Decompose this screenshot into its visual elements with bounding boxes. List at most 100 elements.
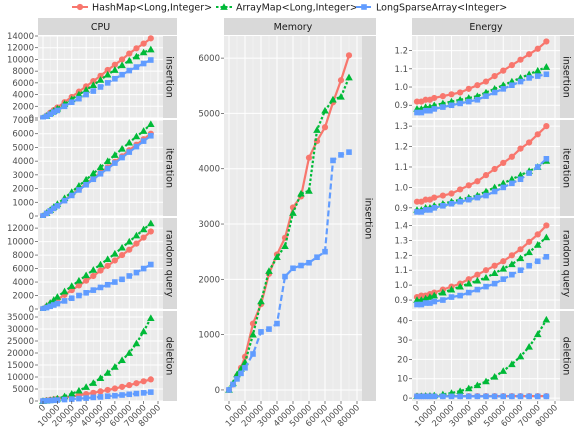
series-layer xyxy=(39,314,155,404)
y-tick-label: 14000 xyxy=(7,32,34,42)
point-sparse xyxy=(140,138,147,144)
point-hashmap xyxy=(140,40,147,47)
point-sparse xyxy=(427,300,433,306)
y-tick-label: 1.0 xyxy=(394,83,408,93)
series-layer xyxy=(39,35,155,121)
point-sparse xyxy=(83,395,89,401)
point-sparse xyxy=(322,248,328,255)
point-hashmap xyxy=(104,386,111,394)
point-hashmap xyxy=(534,45,541,52)
y-tick-label: 0.9 xyxy=(394,204,408,214)
point-arraymap xyxy=(139,327,148,335)
point-sparse xyxy=(346,149,352,155)
row-strip xyxy=(560,311,574,401)
point-arraymap xyxy=(464,279,473,287)
point-hashmap xyxy=(431,194,438,201)
point-arraymap xyxy=(118,61,126,69)
panel: 0.9 1.0 1.1 1.2 1.3 iteration xyxy=(394,120,574,216)
facet-title: CPU xyxy=(91,22,110,33)
row-label: iteration xyxy=(561,148,572,188)
y-tick-label: 2000 xyxy=(12,292,34,302)
point-sparse xyxy=(126,149,133,155)
point-hashmap xyxy=(133,45,140,52)
point-hashmap xyxy=(90,78,97,85)
point-arraymap xyxy=(132,231,141,239)
point-sparse xyxy=(290,265,296,272)
point-hashmap xyxy=(482,172,490,179)
point-sparse xyxy=(414,109,420,116)
point-sparse xyxy=(68,99,75,105)
point-arraymap xyxy=(430,291,439,299)
point-sparse xyxy=(491,393,498,400)
row-label: deletion xyxy=(164,337,175,376)
point-hashmap xyxy=(482,78,490,85)
point-sparse xyxy=(54,203,61,209)
point-sparse xyxy=(440,393,446,400)
point-hashmap xyxy=(517,56,524,63)
point-sparse xyxy=(414,209,420,215)
point-hashmap xyxy=(111,385,118,392)
y-tick-label: 3000 xyxy=(12,171,34,181)
row-label: random query xyxy=(164,230,175,298)
point-arraymap xyxy=(297,189,305,197)
y-tick-label: 1.2 xyxy=(394,251,408,261)
x-tick-label: 0 xyxy=(37,403,48,414)
point-hashmap xyxy=(90,389,97,396)
row-strip xyxy=(163,218,177,309)
point-hashmap xyxy=(126,50,133,57)
point-arraymap xyxy=(67,390,76,397)
point-arraymap xyxy=(111,363,119,370)
point-sparse xyxy=(330,157,336,164)
point-hashmap xyxy=(543,123,550,130)
facet-strip xyxy=(412,18,574,35)
point-arraymap xyxy=(118,145,126,152)
point-sparse xyxy=(148,261,154,268)
panel: 010203040deletion01000020000300004000050… xyxy=(397,311,574,429)
point-sparse xyxy=(97,170,104,177)
point-sparse xyxy=(258,329,264,335)
point-hashmap xyxy=(500,258,507,265)
point-sparse xyxy=(90,394,97,401)
y-tick-label: 2000 xyxy=(12,185,34,195)
row-strip xyxy=(163,120,177,216)
point-hashmap xyxy=(491,262,498,269)
point-arraymap xyxy=(490,269,499,277)
y-tick-label: 10 xyxy=(397,375,408,385)
row-label: iteration xyxy=(164,148,175,188)
point-arraymap xyxy=(53,293,62,300)
point-sparse xyxy=(543,253,550,260)
point-arraymap xyxy=(132,132,141,140)
point-sparse xyxy=(148,57,154,63)
point-hashmap xyxy=(500,67,507,74)
point-arraymap xyxy=(125,56,134,64)
point-hashmap xyxy=(97,388,104,395)
point-hashmap xyxy=(249,320,257,327)
point-sparse xyxy=(140,265,147,272)
point-arraymap xyxy=(82,175,90,183)
point-sparse xyxy=(465,393,472,400)
point-sparse xyxy=(61,396,68,403)
point-arraymap xyxy=(103,255,112,262)
y-tick-label: 1000 xyxy=(198,331,220,341)
point-sparse xyxy=(509,180,515,187)
panel: 0 1000 2000 3000 4000 5000 6000 7000 iteration xyxy=(12,116,177,222)
point-sparse xyxy=(534,164,541,170)
point-sparse xyxy=(61,103,68,110)
point-arraymap xyxy=(75,386,83,394)
point-sparse xyxy=(83,91,89,98)
y-tick-label: 5000 xyxy=(198,109,220,119)
point-arraymap xyxy=(82,86,90,93)
point-sparse xyxy=(282,273,288,280)
y-tick-label: 4000 xyxy=(12,157,34,167)
point-arraymap xyxy=(96,374,105,382)
point-sparse xyxy=(140,60,147,67)
point-arraymap xyxy=(542,63,551,70)
y-tick-label: 1000 xyxy=(12,198,34,208)
point-hashmap xyxy=(147,376,154,383)
row-strip xyxy=(163,36,177,118)
point-sparse xyxy=(40,115,46,121)
point-sparse xyxy=(242,365,248,371)
point-arraymap xyxy=(516,171,525,178)
point-hashmap xyxy=(305,154,313,161)
